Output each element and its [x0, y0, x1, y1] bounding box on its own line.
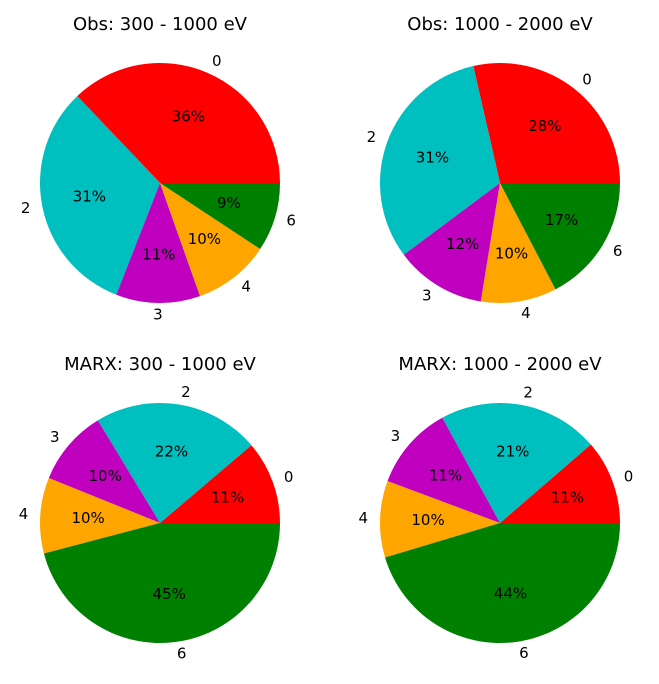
pie-slice-6 — [43, 523, 281, 644]
pie-chart-3: MARX: 1000 - 2000 eV 11% 0 21% 2 11% 3 10% 4 44% 6 — [359, 354, 634, 662]
pie-slice-0 — [500, 444, 620, 523]
pie-slice-6 — [500, 183, 620, 290]
slice-percent-label: 10% — [495, 245, 528, 263]
slice-percent-label: 17% — [545, 211, 578, 229]
slice-percent-label: 10% — [188, 230, 221, 248]
slice-category-label: 4 — [359, 509, 369, 527]
chart-title: MARX: 1000 - 2000 eV — [398, 354, 602, 375]
slice-category-label: 0 — [212, 52, 222, 70]
pie-slice-4 — [160, 183, 261, 297]
pie-slice-2 — [380, 66, 500, 255]
chart-title: MARX: 300 - 1000 eV — [64, 354, 256, 375]
pie-chart-0: Obs: 300 - 1000 eV 36% 0 31% 2 11% 3 10% 4 9% 6 — [21, 14, 296, 323]
slice-category-label: 0 — [284, 468, 294, 486]
slice-category-label: 6 — [177, 644, 187, 662]
chart-title: Obs: 1000 - 2000 eV — [407, 14, 593, 35]
slice-category-label: 6 — [613, 242, 623, 260]
pie-slice-2 — [39, 96, 160, 295]
slice-category-label: 2 — [181, 383, 191, 401]
slice-percent-label: 31% — [73, 187, 106, 205]
pie-chart-1: Obs: 1000 - 2000 eV 28% 0 31% 2 12% 3 10% 4 17% 6 — [367, 14, 623, 322]
slice-percent-label: 10% — [89, 467, 122, 485]
pie-slice-2 — [442, 403, 591, 523]
slice-category-label: 3 — [422, 286, 432, 304]
slice-category-label: 3 — [50, 428, 60, 446]
pie-slice-6 — [160, 183, 280, 250]
slice-percent-label: 11% — [551, 488, 584, 506]
slice-percent-label: 28% — [528, 117, 561, 135]
pie-slice-4 — [480, 183, 556, 303]
pie-slice-3 — [403, 183, 500, 302]
slice-percent-label: 31% — [416, 149, 449, 167]
slice-category-label: 3 — [153, 305, 163, 323]
slice-category-label: 4 — [521, 304, 531, 322]
slice-category-label: 4 — [19, 505, 29, 523]
pie-slice-3 — [116, 183, 201, 304]
slice-percent-label: 12% — [446, 235, 479, 253]
slice-percent-label: 11% — [142, 245, 175, 263]
pie-slice-4 — [380, 481, 500, 558]
pie-slice-4 — [39, 477, 160, 554]
slice-percent-label: 22% — [155, 442, 188, 460]
slice-category-label: 3 — [391, 427, 401, 445]
pie-slice-6 — [385, 523, 620, 644]
pie-slice-3 — [387, 417, 500, 523]
slice-category-label: 6 — [519, 644, 529, 662]
slice-percent-label: 36% — [172, 107, 205, 125]
pie-slice-2 — [97, 402, 252, 523]
pie-chart-2: MARX: 300 - 1000 eV 11% 0 22% 2 10% 3 10% 4 45% 6 — [19, 354, 294, 662]
slice-percent-label: 10% — [71, 509, 104, 527]
slice-percent-label: 10% — [411, 511, 444, 529]
slice-percent-label: 44% — [494, 585, 527, 603]
pie-slice-0 — [473, 63, 620, 183]
slice-percent-label: 9% — [217, 194, 241, 212]
slice-category-label: 0 — [624, 467, 634, 485]
slice-category-label: 2 — [523, 384, 533, 402]
slice-percent-label: 11% — [211, 489, 244, 507]
pie-slice-3 — [48, 420, 160, 523]
slice-percent-label: 45% — [153, 585, 186, 603]
slice-category-label: 4 — [241, 277, 251, 295]
pie-slice-0 — [77, 62, 280, 183]
pie-slice-0 — [160, 445, 280, 523]
slice-category-label: 2 — [367, 128, 377, 146]
slice-category-label: 6 — [286, 211, 296, 229]
slice-percent-label: 11% — [429, 466, 462, 484]
slice-category-label: 0 — [582, 70, 592, 88]
slice-percent-label: 21% — [496, 443, 529, 461]
chart-title: Obs: 300 - 1000 eV — [73, 14, 248, 35]
slice-category-label: 2 — [21, 199, 31, 217]
